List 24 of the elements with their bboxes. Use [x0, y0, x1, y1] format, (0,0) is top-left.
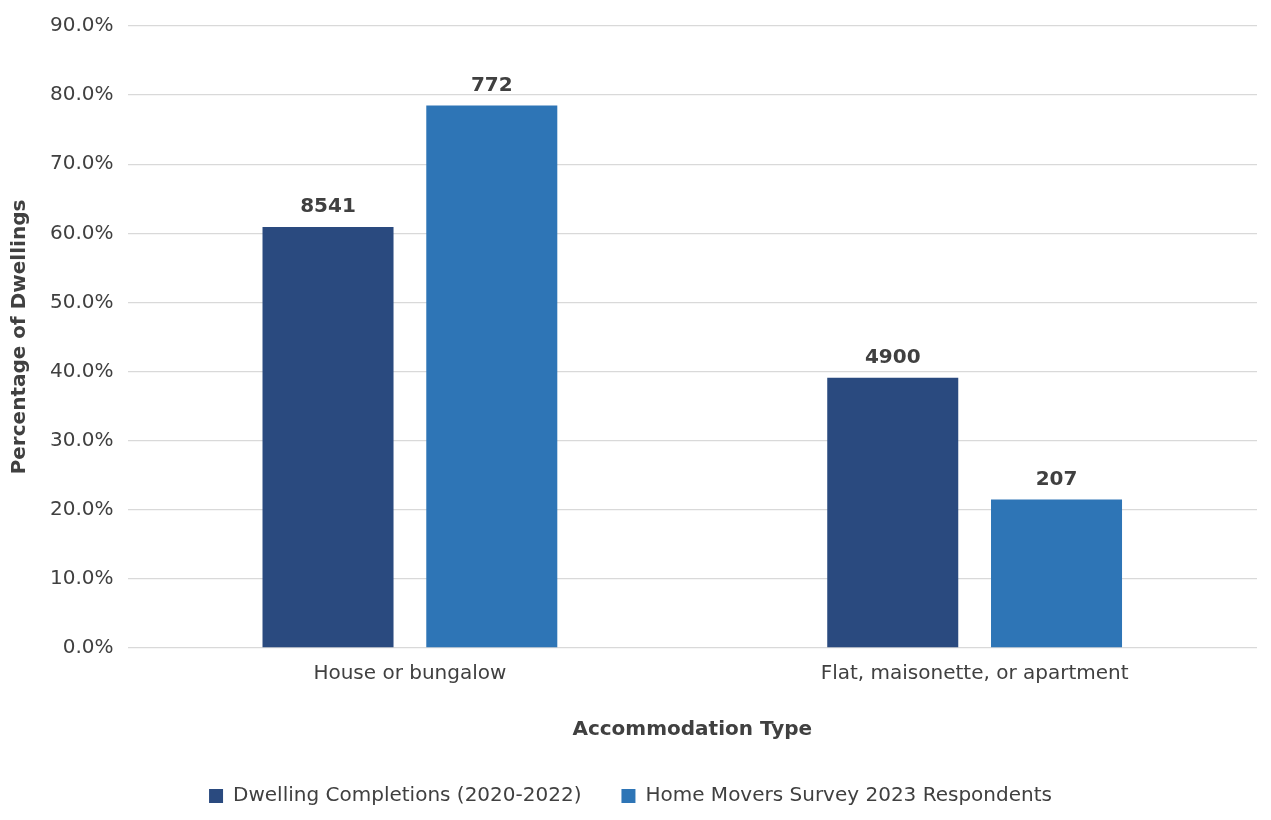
y-tick-label: 70.0%	[49, 150, 114, 175]
y-axis-title: Percentage of Dwellings	[6, 199, 31, 475]
annotation: 8541	[300, 193, 356, 218]
y-tick-label: 30.0%	[49, 426, 114, 451]
y-tick-label: 60.0%	[49, 219, 114, 244]
y-tick-label: 10.0%	[49, 565, 114, 590]
y-tick-label: 80.0%	[49, 81, 114, 106]
bar	[262, 227, 394, 648]
x-tick-label: Flat, maisonette, or apartment	[820, 660, 1129, 685]
legend-label: Home Movers Survey 2023 Respondents	[645, 782, 1052, 807]
legend-label: Dwelling Completions (2020-2022)	[233, 782, 582, 807]
bar	[426, 105, 558, 648]
y-tick-label: 90.0%	[49, 12, 114, 37]
annotation: 4900	[864, 343, 921, 368]
bar	[827, 377, 959, 648]
x-axis-title: Accommodation Type	[572, 716, 813, 741]
y-tick-label: 50.0%	[49, 288, 114, 313]
annotation: 207	[1035, 465, 1078, 490]
x-tick-label: House or bungalow	[313, 660, 507, 685]
bar	[991, 499, 1123, 648]
y-tick-label: 20.0%	[49, 495, 114, 520]
annotation: 772	[470, 71, 513, 96]
y-tick-label: 0.0%	[62, 634, 114, 659]
y-tick-label: 40.0%	[49, 357, 114, 382]
